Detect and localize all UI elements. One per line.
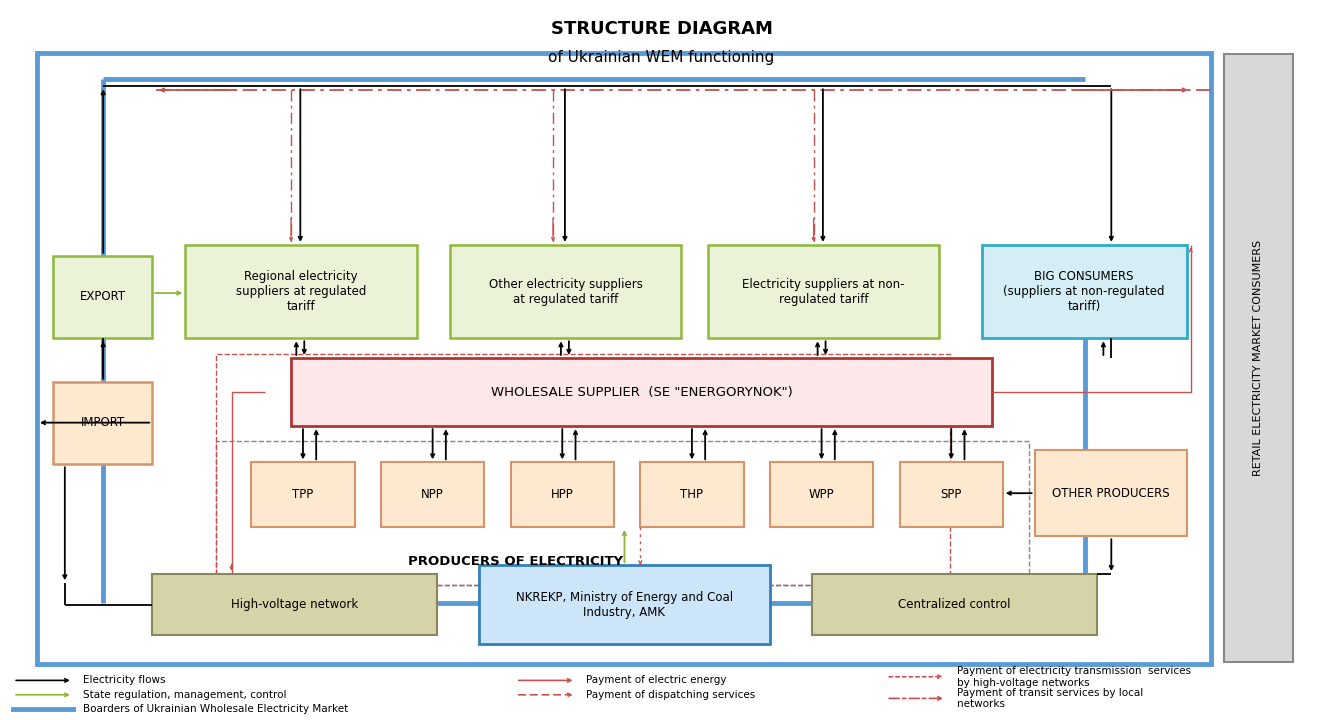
FancyBboxPatch shape [251,462,355,527]
Text: NPP: NPP [421,488,445,501]
Text: Payment of transit services by local
networks: Payment of transit services by local net… [957,688,1143,709]
FancyBboxPatch shape [291,358,992,426]
FancyBboxPatch shape [381,462,484,527]
FancyBboxPatch shape [185,245,417,338]
FancyBboxPatch shape [982,245,1187,338]
FancyBboxPatch shape [640,462,744,527]
Text: SPP: SPP [941,488,962,501]
Text: Payment of electric energy: Payment of electric energy [586,675,726,685]
Text: Electricity flows: Electricity flows [83,675,165,685]
Text: High-voltage network: High-voltage network [230,598,359,611]
FancyBboxPatch shape [53,256,152,338]
Text: BIG CONSUMERS
(suppliers at non-regulated
tariff): BIG CONSUMERS (suppliers at non-regulate… [1003,270,1166,313]
Text: IMPORT: IMPORT [81,416,124,430]
Text: WPP: WPP [808,488,835,501]
Bar [37,53,1211,664]
Text: OTHER PRODUCERS: OTHER PRODUCERS [1052,487,1170,500]
FancyBboxPatch shape [152,574,437,635]
Text: Other electricity suppliers
at regulated tariff: Other electricity suppliers at regulated… [488,278,643,305]
Bar [216,354,950,585]
Text: RETAIL ELECTRICITY MARKET CONSUMERS: RETAIL ELECTRICITY MARKET CONSUMERS [1253,240,1263,476]
Text: Electricity suppliers at non-
regulated tariff: Electricity suppliers at non- regulated … [742,278,905,305]
FancyBboxPatch shape [450,245,681,338]
Text: THP: THP [680,488,704,501]
FancyBboxPatch shape [708,245,939,338]
Text: of Ukrainian WEM functioning: of Ukrainian WEM functioning [548,50,775,65]
FancyBboxPatch shape [770,462,873,527]
Text: State regulation, management, control: State regulation, management, control [83,690,287,700]
Text: Centralized control: Centralized control [898,598,1011,611]
Bar [216,441,1029,585]
Text: PRODUCERS OF ELECTRICITY: PRODUCERS OF ELECTRICITY [409,555,623,568]
FancyBboxPatch shape [900,462,1003,527]
Text: HPP: HPP [550,488,574,501]
Text: Boarders of Ukrainian Wholesale Electricity Market: Boarders of Ukrainian Wholesale Electric… [83,704,348,714]
FancyBboxPatch shape [479,565,770,644]
Text: NKREKP, Ministry of Energy and Coal
Industry, AMK: NKREKP, Ministry of Energy and Coal Indu… [516,591,733,618]
FancyBboxPatch shape [53,382,152,464]
Text: STRUCTURE DIAGRAM: STRUCTURE DIAGRAM [550,20,773,38]
Text: WHOLESALE SUPPLIER  (SE "ENERGORYNOK"): WHOLESALE SUPPLIER (SE "ENERGORYNOK") [491,385,792,399]
Text: Payment of electricity transmission  services
by high-voltage networks: Payment of electricity transmission serv… [957,666,1191,688]
Text: Payment of dispatching services: Payment of dispatching services [586,690,755,700]
Text: Regional electricity
suppliers at regulated
tariff: Regional electricity suppliers at regula… [235,270,366,313]
Text: TPP: TPP [292,488,314,501]
FancyBboxPatch shape [1224,54,1293,662]
Text: EXPORT: EXPORT [79,290,126,304]
FancyBboxPatch shape [1035,450,1187,536]
FancyBboxPatch shape [812,574,1097,635]
FancyBboxPatch shape [511,462,614,527]
